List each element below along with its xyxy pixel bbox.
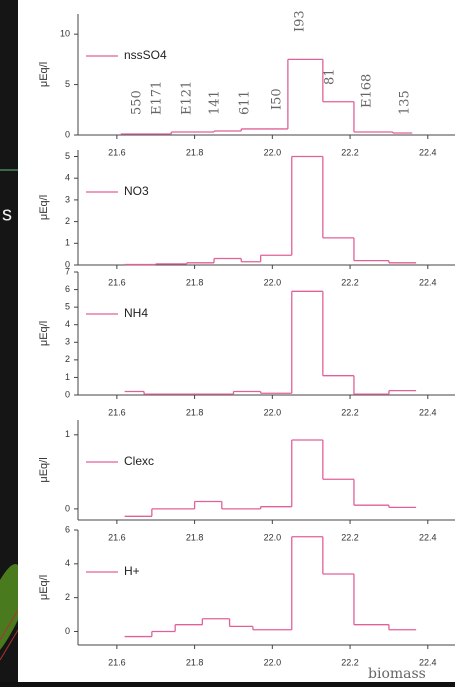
handwritten-annotation: 81 [323, 68, 338, 85]
x-tick-label: 22.0 [264, 407, 282, 417]
y-tick-label: 0 [65, 389, 70, 399]
y-axis-label: μEq/l [38, 62, 50, 87]
y-tick-label: 3 [65, 194, 70, 204]
handwritten-annotation: E168 [360, 74, 375, 108]
handwritten-annotation: 550 [130, 90, 145, 115]
y-axis-label: μEq/l [38, 195, 50, 220]
y-tick-label: 3 [65, 337, 70, 347]
handwritten-note: biomass [368, 666, 426, 682]
slide: s biomass μEq/l051021.621.822.022.222.4n… [0, 0, 455, 682]
x-tick-label: 21.6 [108, 147, 126, 157]
x-tick-label: 22.4 [419, 657, 437, 667]
x-tick-label: 21.6 [108, 407, 126, 417]
handwritten-annotation: E171 [150, 81, 165, 115]
y-tick-label: 6 [65, 284, 70, 294]
y-tick-label: 1 [65, 429, 70, 439]
y-tick-label: 0 [65, 129, 70, 139]
y-tick-label: 0 [65, 503, 70, 513]
x-tick-label: 21.6 [108, 532, 126, 542]
y-tick-label: 1 [65, 238, 70, 248]
x-tick-label: 21.6 [108, 657, 126, 667]
chart-panel [18, 0, 455, 682]
y-tick-label: 4 [65, 173, 70, 183]
y-tick-label: 4 [65, 558, 70, 568]
x-tick-label: 21.8 [186, 532, 204, 542]
x-tick-label: 22.0 [264, 657, 282, 667]
slide-text: s [2, 203, 12, 225]
x-tick-label: 21.8 [186, 147, 204, 157]
y-axis-label: μEq/l [38, 321, 50, 346]
y-tick-label: 5 [65, 151, 70, 161]
x-tick-label: 22.4 [419, 532, 437, 542]
y-tick-label: 1 [65, 372, 70, 382]
handwritten-annotation: 135 [398, 90, 413, 115]
x-tick-label: 22.2 [341, 532, 359, 542]
x-tick-label: 21.8 [186, 657, 204, 667]
handwritten-annotation: I50 [270, 88, 285, 110]
y-axis-label: μEq/l [38, 575, 50, 600]
legend-label: NH4 [124, 306, 148, 320]
legend-label: NO3 [124, 184, 149, 198]
x-tick-label: 22.2 [341, 407, 359, 417]
y-tick-label: 0 [65, 626, 70, 636]
x-tick-label: 21.8 [186, 407, 204, 417]
x-tick-label: 22.0 [264, 532, 282, 542]
y-tick-label: 7 [65, 266, 70, 276]
y-tick-label: 5 [65, 79, 70, 89]
legend-label: nssSO4 [124, 48, 167, 62]
y-tick-label: 4 [65, 319, 70, 329]
x-tick-label: 22.2 [341, 147, 359, 157]
x-tick-label: 22.2 [341, 657, 359, 667]
x-tick-label: 22.4 [419, 277, 437, 287]
x-tick-label: 22.4 [419, 407, 437, 417]
handwritten-annotation: I93 [293, 10, 308, 32]
y-axis-label: μEq/l [38, 457, 50, 482]
x-tick-label: 22.0 [264, 147, 282, 157]
y-tick-label: 6 [65, 524, 70, 534]
x-tick-label: 21.6 [108, 277, 126, 287]
legend-label: Clexc [124, 454, 154, 468]
legend-label: H+ [124, 564, 140, 578]
x-tick-label: 21.8 [186, 277, 204, 287]
x-tick-label: 22.4 [419, 147, 437, 157]
y-tick-label: 2 [65, 354, 70, 364]
handwritten-annotation: 611 [238, 90, 253, 115]
handwritten-annotation: 141 [208, 90, 223, 115]
handwritten-annotation: E121 [180, 81, 195, 115]
y-tick-label: 5 [65, 302, 70, 312]
x-tick-label: 22.0 [264, 277, 282, 287]
y-tick-label: 2 [65, 216, 70, 226]
y-tick-label: 2 [65, 592, 70, 602]
x-tick-label: 22.2 [341, 277, 359, 287]
y-tick-label: 10 [60, 29, 70, 39]
